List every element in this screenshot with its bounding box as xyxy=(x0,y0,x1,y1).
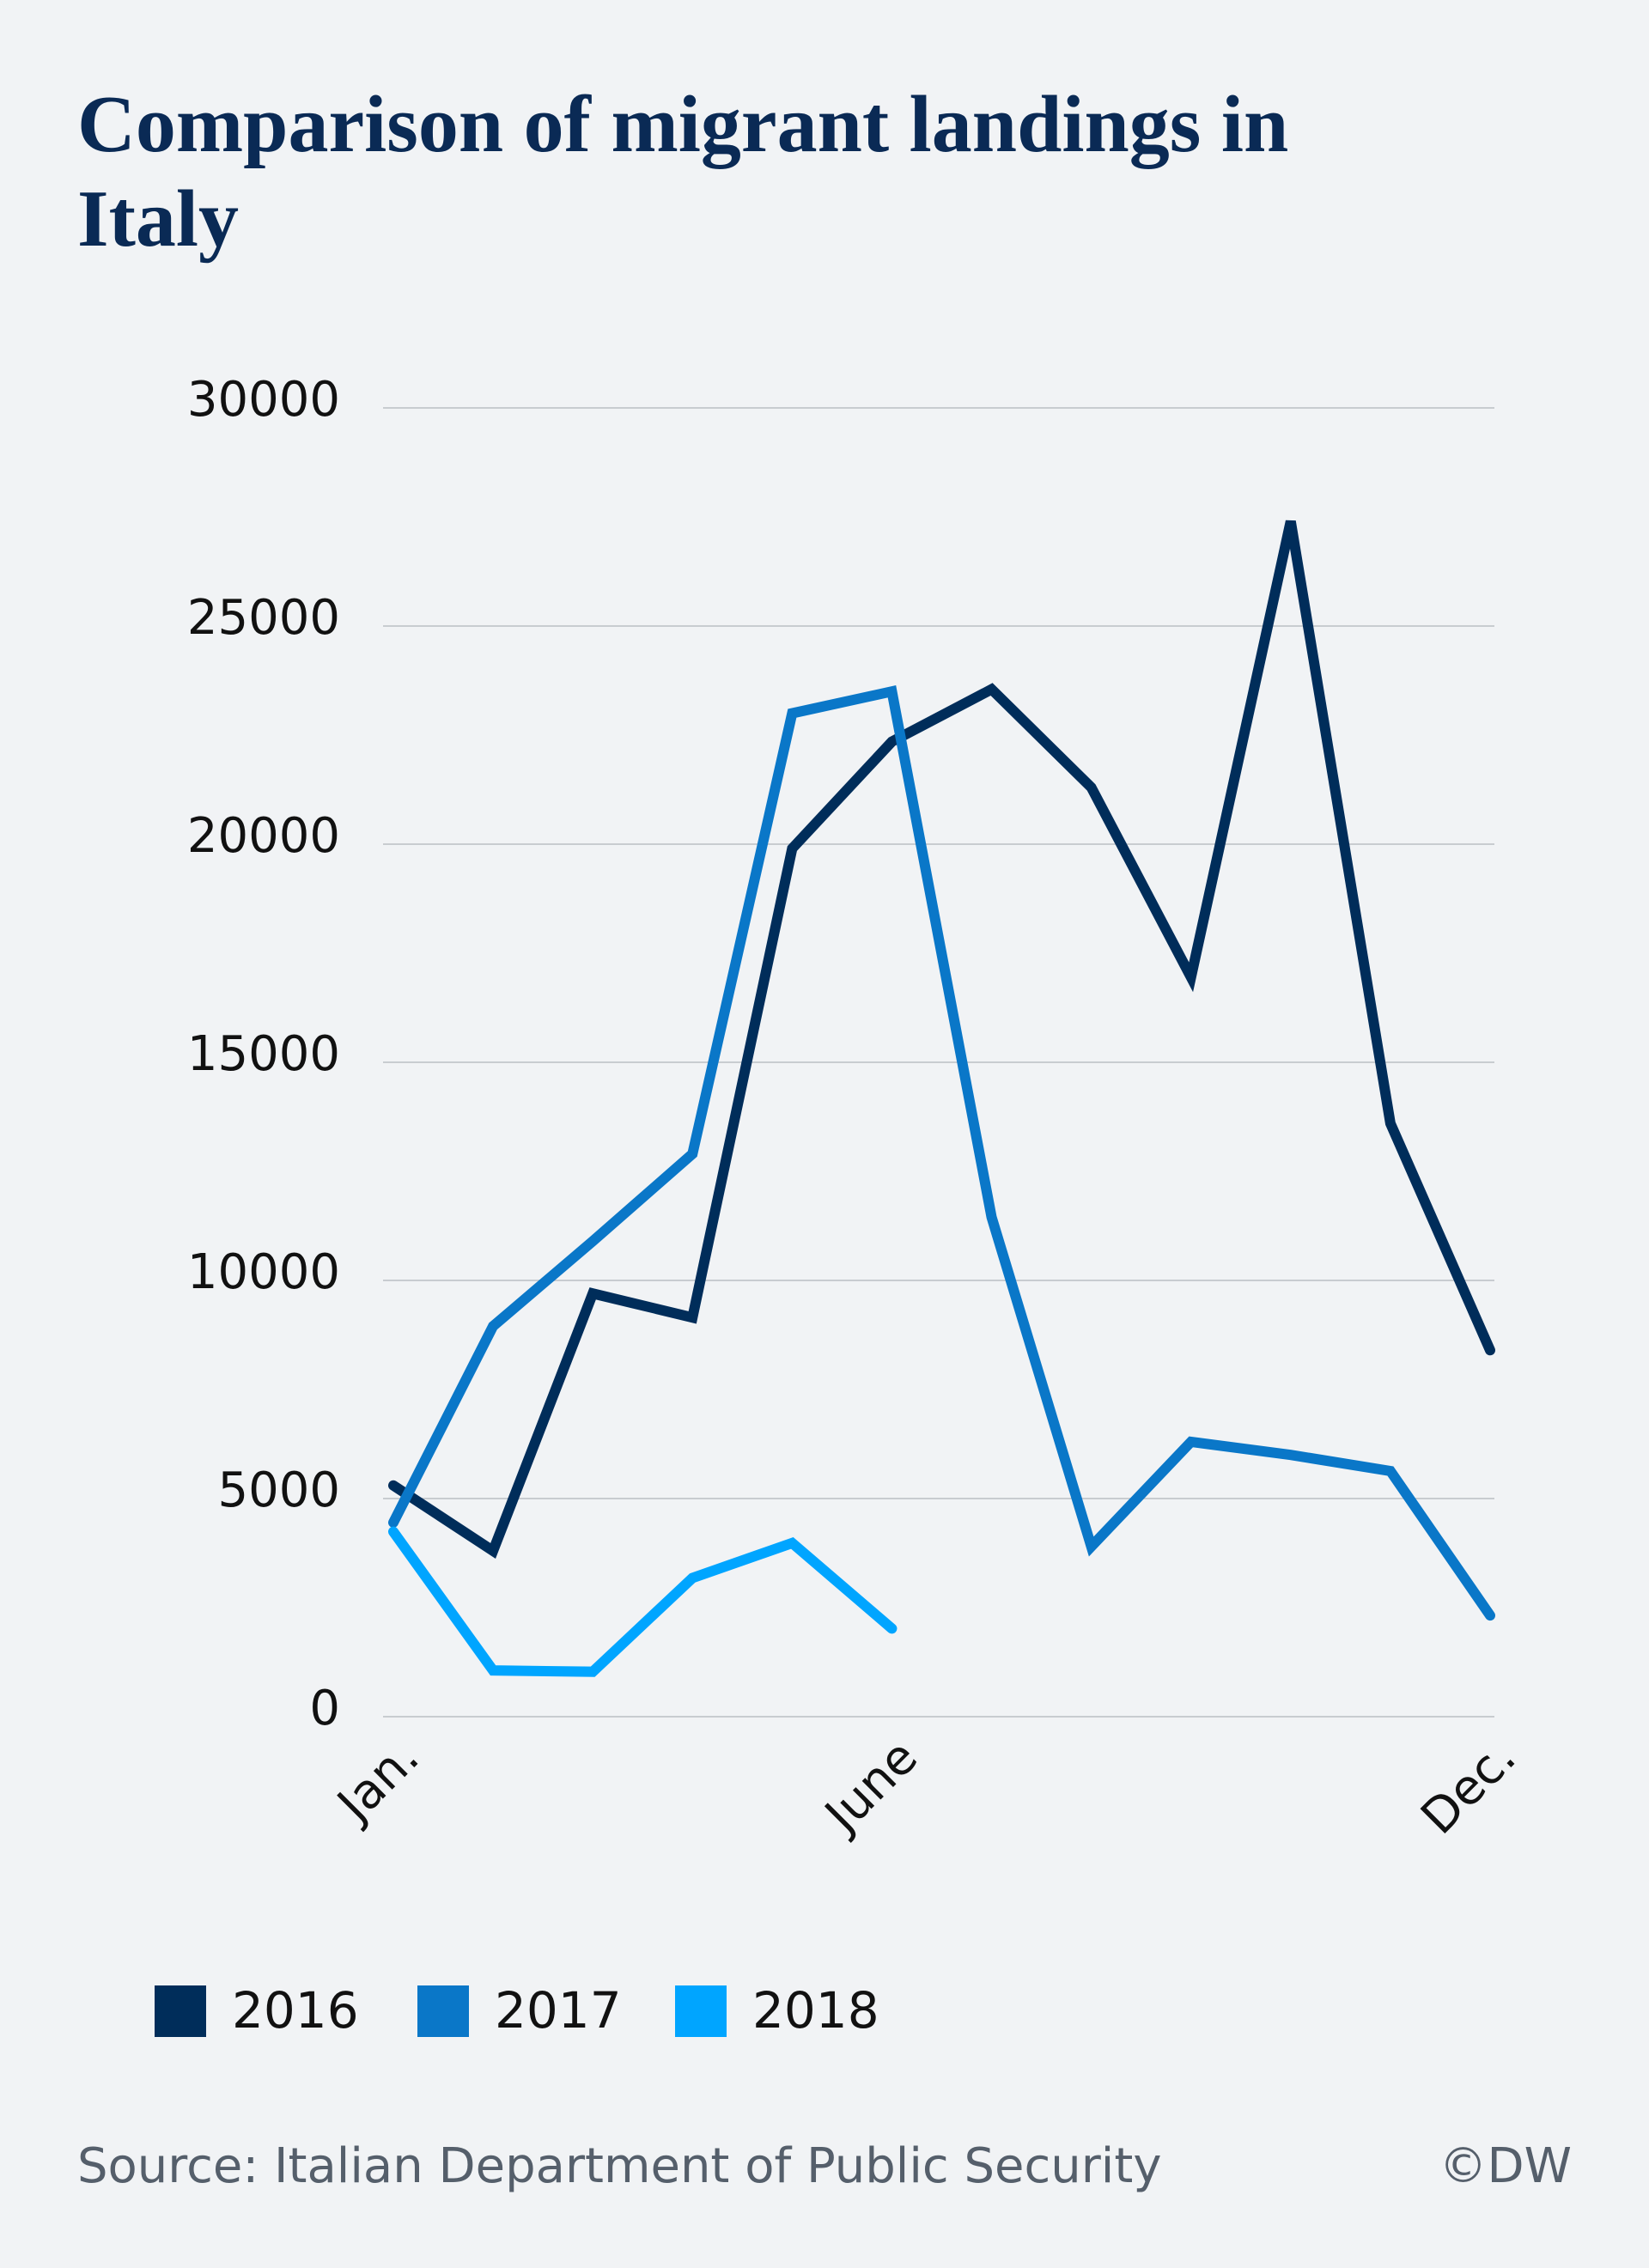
chart-title: Comparison of migrant landings in Italy xyxy=(77,80,1289,264)
legend-swatch xyxy=(675,1985,727,2037)
y-tick-label: 0 xyxy=(309,1681,340,1736)
series-line xyxy=(388,685,1495,1621)
y-tick-label: 15000 xyxy=(187,1026,340,1082)
source: Source: Italian Department of Public Sec… xyxy=(77,2138,1162,2194)
y-tick-label: 5000 xyxy=(217,1462,340,1518)
credit: ©DW xyxy=(1439,2138,1573,2194)
y-tick-label: 10000 xyxy=(187,1244,340,1300)
y-tick-label: 30000 xyxy=(187,372,340,428)
legend-swatch xyxy=(155,1985,206,2037)
series-line xyxy=(388,1526,898,1677)
x-tick-label: Dec. xyxy=(1410,1730,1526,1845)
legend-label: 2018 xyxy=(752,1981,879,2040)
legend-label: 2017 xyxy=(495,1981,622,2040)
chart: 0 5000 10000 15000 20000 25000 30000 Jan. June De… xyxy=(155,372,1527,2040)
y-tick-label: 25000 xyxy=(187,590,340,646)
x-tick-label: June xyxy=(813,1730,928,1845)
series-line xyxy=(388,520,1495,1560)
legend-label: 2016 xyxy=(232,1981,359,2040)
legend-swatch xyxy=(417,1985,469,2037)
y-tick-label: 20000 xyxy=(187,808,340,864)
x-tick-label: Jan. xyxy=(326,1730,430,1834)
